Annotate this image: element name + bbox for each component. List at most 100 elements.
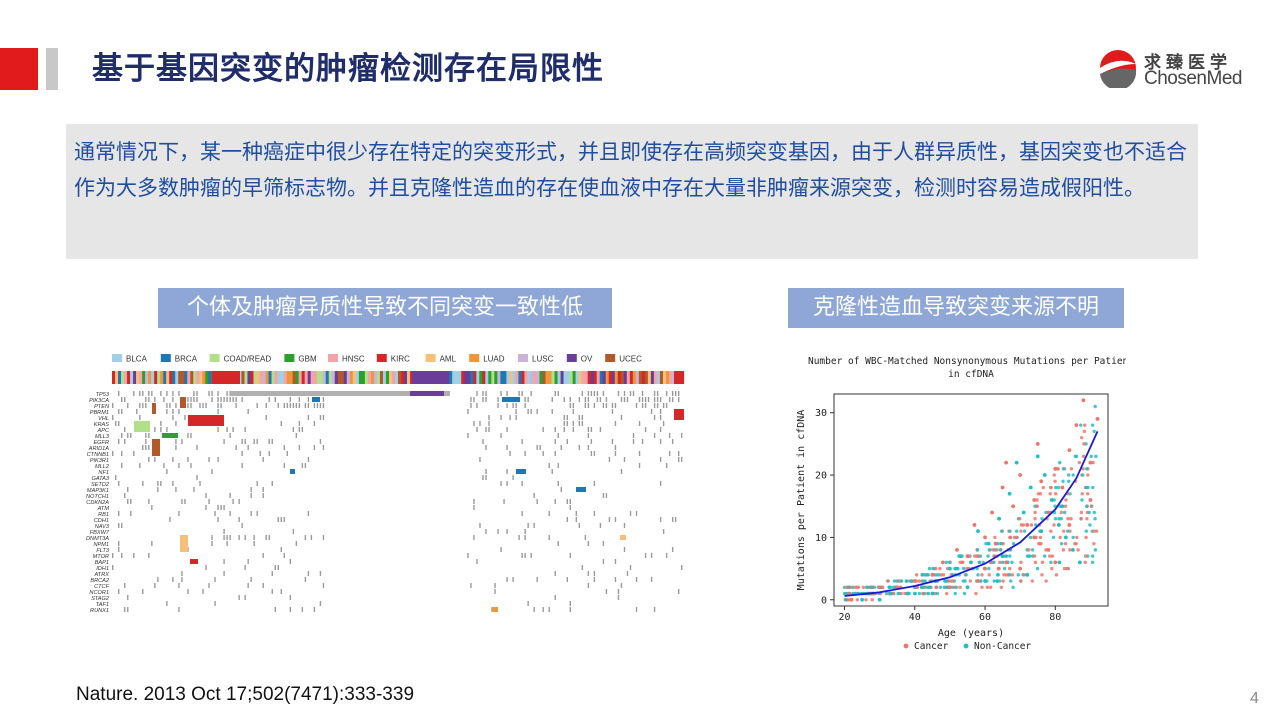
mutation-cell <box>578 523 581 528</box>
mutation-cell <box>166 409 168 414</box>
scatter-point <box>1062 510 1067 515</box>
mutation-cell <box>145 439 147 444</box>
mutation-cell <box>638 463 641 468</box>
mutation-cell <box>217 505 219 510</box>
cancer-type-stripe <box>247 371 251 384</box>
cancer-type-stripe <box>467 371 471 384</box>
citation: Nature. 2013 Oct 17;502(7471):333-339 <box>76 684 415 705</box>
mutation-cell <box>530 391 532 396</box>
scatter-point <box>1028 535 1033 540</box>
cancer-type-stripe <box>331 371 336 384</box>
mutation-cell <box>470 397 472 402</box>
cancer-type-stripe <box>304 371 308 384</box>
scatter-point <box>843 598 848 602</box>
mutation-cell <box>476 391 478 396</box>
scatter-point-non-cancer <box>1025 572 1030 577</box>
mutation-cell <box>536 409 538 414</box>
cancer-type-stripe <box>121 371 125 384</box>
mutation-cell <box>139 391 141 396</box>
mutation-cell <box>497 529 499 534</box>
scatter-point <box>917 579 922 583</box>
legend-label: KIRC <box>391 355 410 364</box>
gene-label-nf1: NF1 <box>98 470 109 476</box>
scatter-point <box>1033 510 1037 515</box>
mutation-cell <box>322 397 325 402</box>
mutation-cell <box>196 475 198 480</box>
cancer-type-stripe <box>509 371 513 384</box>
mutation-block <box>134 421 150 432</box>
scatter-point <box>1019 560 1023 565</box>
scatter-point <box>984 541 988 546</box>
mutation-cell <box>584 403 587 408</box>
mutation-cell <box>611 439 614 444</box>
cancer-type-stripe <box>370 371 375 384</box>
scatter-point <box>1040 573 1044 577</box>
scatter-point <box>1053 479 1057 483</box>
mutation-cell <box>662 529 665 534</box>
mutation-cell <box>611 403 614 408</box>
scatter-point <box>995 573 1000 577</box>
mutation-cell <box>244 595 246 600</box>
x-tick-label: 40 <box>909 612 921 623</box>
mutation-cell <box>548 511 550 516</box>
cancer-type-stripe <box>310 371 315 384</box>
scatter-point <box>1069 517 1073 521</box>
scatter-point <box>1085 504 1089 508</box>
cancer-type-stripe <box>154 371 158 384</box>
mutation-cell <box>641 397 644 402</box>
mutation-cell <box>205 505 207 510</box>
mutation-cell <box>521 481 523 486</box>
mutation-cell <box>614 517 617 522</box>
mutation-cell <box>473 535 475 540</box>
cancer-type-stripe <box>187 371 191 384</box>
mutation-cell <box>133 553 135 558</box>
mutation-cell <box>295 433 298 438</box>
mutation-cell <box>130 433 132 438</box>
cancer-type-stripe <box>527 371 531 384</box>
mutation-cell <box>632 391 635 396</box>
scatter-point <box>1092 541 1096 546</box>
mutation-cell <box>557 433 559 438</box>
cancer-type-stripe <box>473 371 477 384</box>
mutation-cell <box>145 433 147 438</box>
mutation-cell <box>121 397 123 402</box>
gene-label-arid1a: ARID1A <box>88 446 109 452</box>
scatter-point-non-cancer <box>997 516 1002 521</box>
mutation-cell <box>133 391 135 396</box>
mutation-cell <box>635 403 638 408</box>
mutation-cell <box>566 499 568 504</box>
y-tick-label: 30 <box>815 408 827 419</box>
scatter-point <box>1035 504 1039 508</box>
mutation-cell <box>671 397 674 402</box>
scatter-point-cancer <box>993 541 998 546</box>
mutation-cell <box>488 421 490 426</box>
scatter-point <box>1083 423 1087 427</box>
scatter-point <box>920 573 924 577</box>
scatter-point-cancer <box>1067 523 1072 527</box>
scatter-point-cancer <box>1035 441 1040 446</box>
scatter-point <box>1077 460 1082 465</box>
scatter-point <box>1052 523 1056 527</box>
scatter-point <box>980 585 984 589</box>
scatter-point <box>1071 535 1075 540</box>
heterogeneity-label: 个体及肿瘤异质性导致不同突变一致性低 <box>158 288 612 328</box>
mutation-cell <box>220 397 222 402</box>
mutation-cell <box>626 397 629 402</box>
page-number: 4 <box>1250 690 1259 707</box>
mutation-block <box>230 391 450 396</box>
mutation-cell <box>244 535 246 540</box>
scatter-point <box>1058 535 1062 540</box>
mutation-cell <box>614 403 617 408</box>
mutation-cell <box>133 451 135 456</box>
scatter-point <box>1079 510 1084 515</box>
mutation-cell <box>115 421 117 426</box>
scatter-point <box>991 548 995 552</box>
mutation-cell <box>118 511 120 516</box>
scatter-point <box>958 560 962 565</box>
scatter-point <box>1011 541 1016 546</box>
mutation-cell <box>190 433 192 438</box>
scatter-point <box>1027 548 1031 552</box>
mutation-cell <box>172 391 174 396</box>
scatter-point <box>987 548 992 552</box>
scatter-point <box>1093 548 1098 552</box>
